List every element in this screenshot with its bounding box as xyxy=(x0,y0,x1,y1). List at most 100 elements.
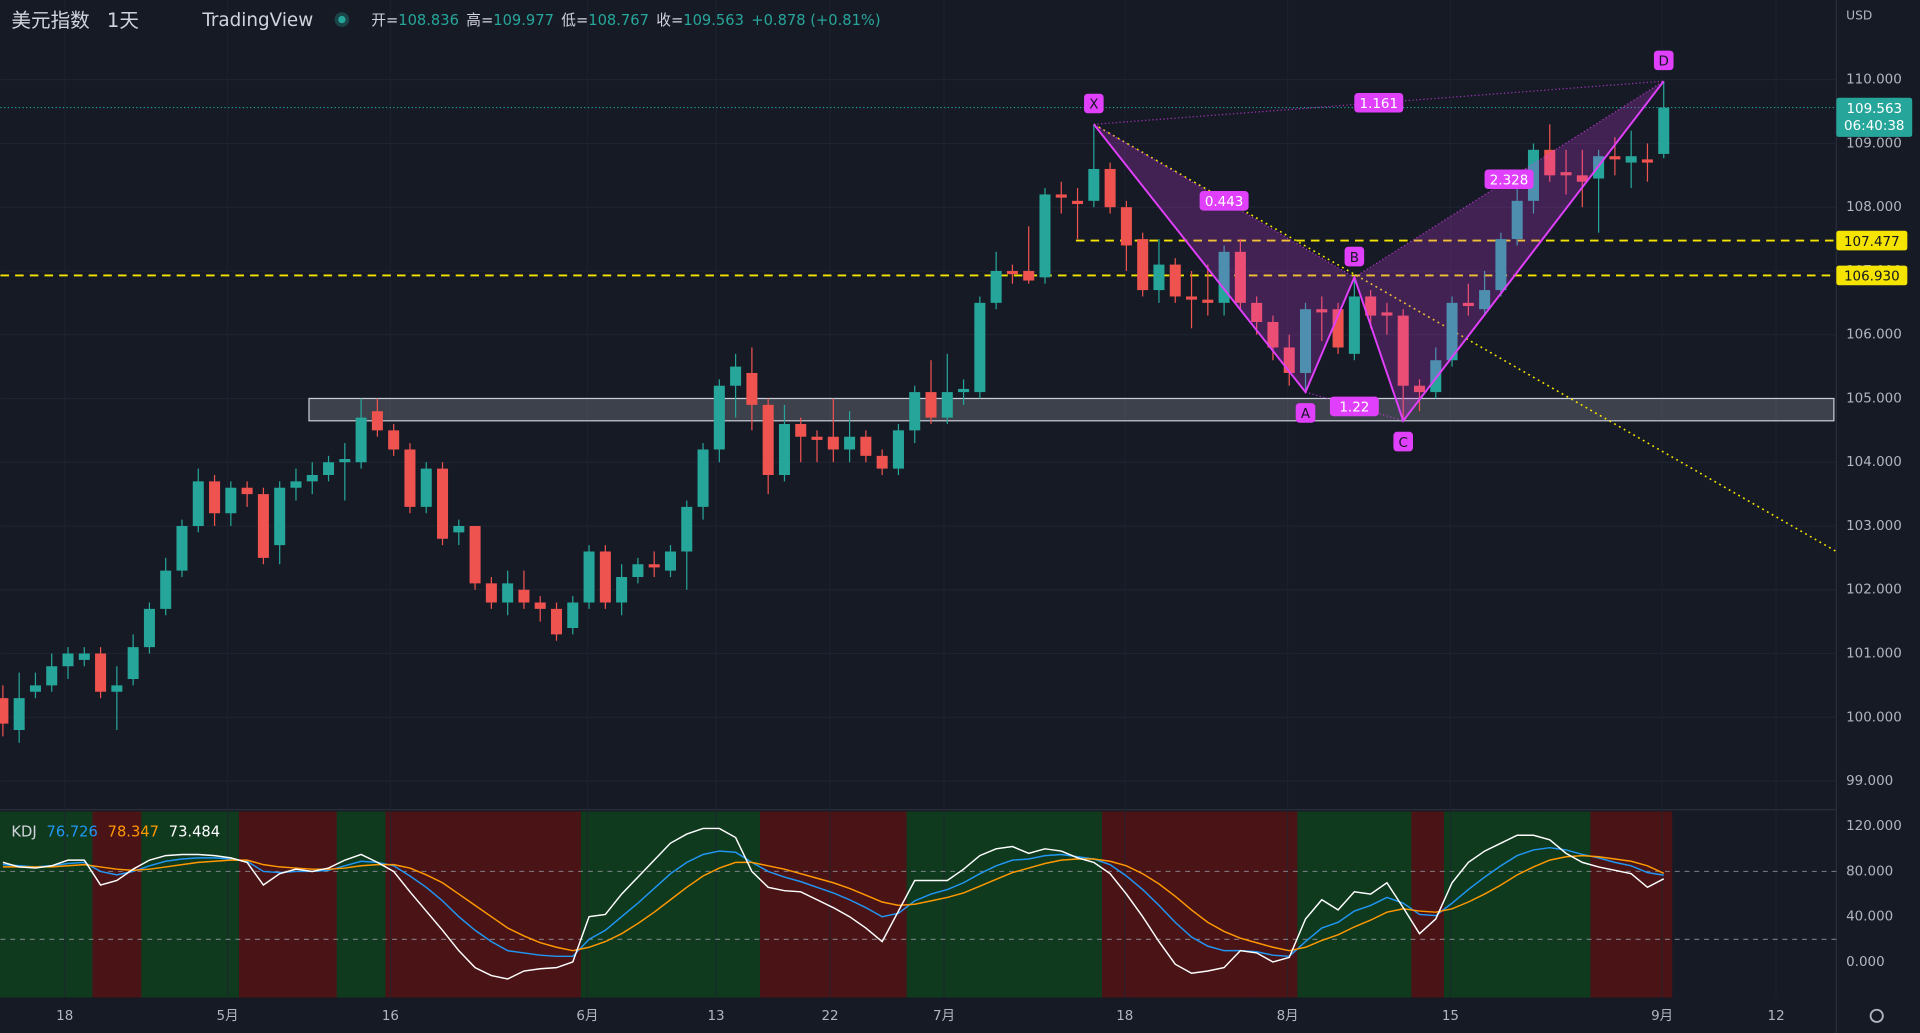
settings-icon[interactable] xyxy=(1869,1008,1884,1023)
indicator-band xyxy=(1264,811,1282,998)
candle-body xyxy=(111,685,123,692)
pattern-ratio-label: 1.161 xyxy=(1360,97,1399,112)
candle-body xyxy=(371,411,383,431)
indicator-band xyxy=(157,811,175,998)
indicator-band xyxy=(1134,811,1152,998)
candle-body xyxy=(762,404,774,475)
candle-body xyxy=(599,551,611,603)
candle-body xyxy=(1544,149,1556,176)
candle-body xyxy=(583,551,595,603)
ohlc-label: 低= xyxy=(561,12,588,29)
indicator-band xyxy=(694,811,712,998)
pattern-point-label: D xyxy=(1659,55,1669,70)
candle-body xyxy=(1023,270,1035,281)
pattern-point-label: X xyxy=(1089,98,1098,113)
candle-body xyxy=(730,366,742,386)
pattern-ratio-box xyxy=(1354,92,1404,113)
indicator-band xyxy=(613,811,631,998)
candle-body xyxy=(1186,296,1198,300)
candle-body xyxy=(453,525,465,533)
candle-body xyxy=(616,576,628,603)
ohlc-label: 开= xyxy=(371,12,398,29)
indicator-band xyxy=(1215,811,1233,998)
indicator-band xyxy=(760,811,777,998)
indicator-name: KDJ xyxy=(11,823,36,840)
price-line-label-box xyxy=(1836,265,1908,286)
candle-body xyxy=(127,647,139,680)
indicator-band xyxy=(1541,811,1559,998)
x-tick-label: 7月 xyxy=(933,1009,955,1024)
candle-body xyxy=(502,583,514,603)
candle-body xyxy=(648,564,660,568)
candle-body xyxy=(1153,264,1165,291)
candle-body xyxy=(1641,159,1653,163)
indicator-band xyxy=(1118,811,1135,998)
indicator-band xyxy=(857,811,875,998)
candle-body xyxy=(485,583,497,603)
indicator-band xyxy=(1020,811,1038,998)
candle-body xyxy=(892,430,904,469)
indicator-band xyxy=(1492,811,1510,998)
candle-body xyxy=(1332,309,1344,348)
y-tick-label: 105.000 xyxy=(1846,391,1902,406)
candle-body xyxy=(632,564,644,577)
indicator-band xyxy=(1053,811,1070,998)
indicator-band xyxy=(629,811,647,998)
candle-body xyxy=(355,417,367,463)
indicator-band xyxy=(1427,811,1445,998)
indicator-band xyxy=(271,811,289,998)
candle-body xyxy=(241,487,253,495)
candle-body xyxy=(664,551,676,571)
candle-body xyxy=(78,653,90,660)
indicator-band xyxy=(1395,811,1412,998)
candle-body xyxy=(974,302,986,393)
price-line-label-box xyxy=(1836,230,1908,251)
indicator-band xyxy=(1655,811,1673,998)
pattern-ratio-box xyxy=(1199,191,1249,211)
price-line-label: 106.930 xyxy=(1844,270,1900,285)
indicator-band xyxy=(287,811,305,998)
y-tick-label: 100.000 xyxy=(1846,710,1902,725)
indicator-band xyxy=(1248,811,1266,998)
candle-body xyxy=(1381,312,1393,316)
pattern-ratio-label: 1.22 xyxy=(1339,401,1369,416)
candle-body xyxy=(811,436,823,440)
indicator-band xyxy=(401,811,419,998)
indicator-band xyxy=(43,811,61,998)
candle-body xyxy=(339,459,351,463)
candle-body xyxy=(1283,347,1295,373)
candle-body xyxy=(143,608,155,648)
candle-body xyxy=(1658,107,1670,154)
indicator-band xyxy=(59,811,77,998)
x-tick-label: 6月 xyxy=(576,1009,598,1024)
indicator-band xyxy=(11,811,28,998)
candle-body xyxy=(257,494,269,558)
candle-body xyxy=(1446,302,1458,361)
candle-body xyxy=(437,468,449,539)
indicator-band xyxy=(1606,811,1624,998)
indicator-band xyxy=(1101,811,1119,998)
indicator-band xyxy=(1509,811,1526,998)
indicator-band xyxy=(727,811,745,998)
candle-body xyxy=(746,372,758,405)
indicator-band xyxy=(320,811,338,998)
indicator-legend: KDJ 76.726 78.347 73.484 xyxy=(11,823,220,840)
candle-body xyxy=(13,698,25,731)
indicator-line xyxy=(2,846,1664,958)
candle-body xyxy=(323,462,335,475)
indicator-band xyxy=(1623,811,1640,998)
candle-body xyxy=(1039,194,1051,278)
candle-body xyxy=(1348,296,1360,354)
ohlc-value: 109.977 xyxy=(493,12,554,29)
indicator-band xyxy=(1557,811,1575,998)
candle-body xyxy=(713,385,725,450)
candle-body xyxy=(1267,321,1279,348)
indicator-tick-label: 80.000 xyxy=(1846,864,1893,879)
indicator-band xyxy=(646,811,663,998)
pattern-ratio-box xyxy=(1329,396,1379,417)
candle-body xyxy=(925,392,937,418)
indicator-band xyxy=(1525,811,1542,998)
indicator-band xyxy=(1411,811,1429,998)
indicator-line xyxy=(2,854,1665,952)
candle-body xyxy=(534,602,546,609)
